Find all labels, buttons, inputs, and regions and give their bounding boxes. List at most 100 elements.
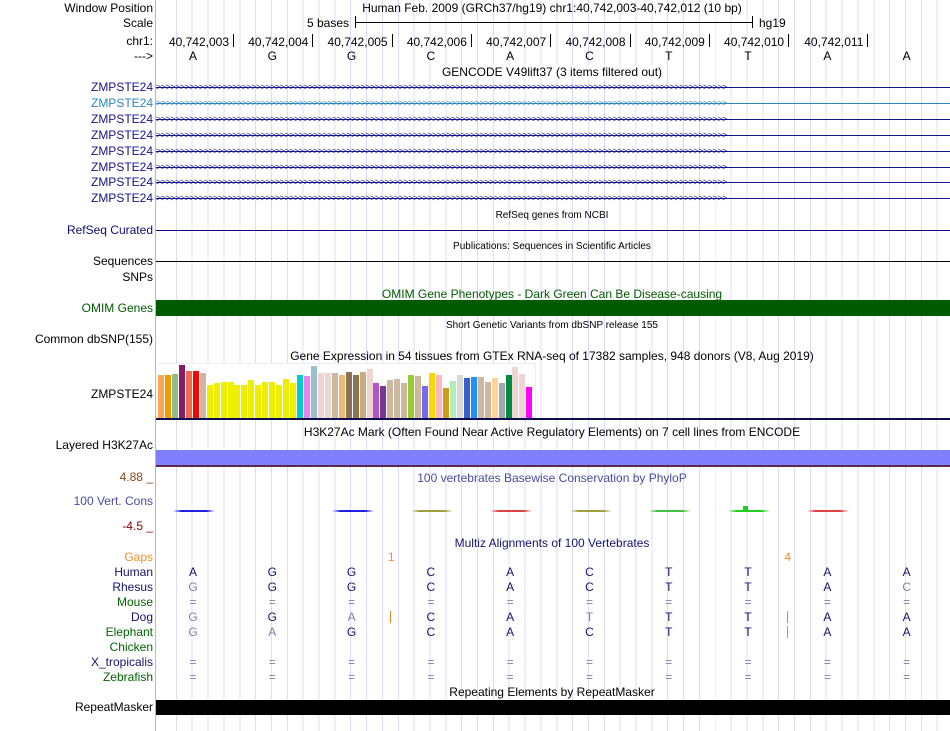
gtex-tissue-bar[interactable] — [220, 382, 227, 419]
h3k27ac-track-bar[interactable] — [156, 450, 950, 467]
aligned-base: A — [823, 565, 832, 579]
gtex-tissue-bar[interactable] — [199, 373, 206, 419]
scale-bar — [355, 16, 753, 28]
gtex-tissue-bar[interactable] — [317, 373, 324, 419]
gtex-tissue-bar[interactable] — [269, 382, 276, 419]
gtex-tissue-bar[interactable] — [498, 383, 505, 419]
aligned-base: C — [426, 625, 436, 639]
gene-track-line[interactable]: >>>>>>>>>>>>>>>>>>>>>>>>>>>>>>>>>>>>>>>>… — [156, 130, 950, 140]
gene-label[interactable]: ZMPSTE24 — [90, 80, 153, 94]
species-label[interactable]: Rhesus — [112, 580, 153, 594]
gtex-tissue-bar[interactable] — [442, 388, 449, 419]
species-label[interactable]: Mouse — [116, 595, 153, 609]
gtex-tissue-bar[interactable] — [415, 376, 422, 419]
gtex-tissue-bar[interactable] — [380, 386, 387, 419]
gtex-tissue-bar[interactable] — [338, 375, 345, 419]
gtex-tissue-bar[interactable] — [505, 375, 512, 419]
gtex-tissue-bar[interactable] — [303, 376, 310, 419]
gtex-tissue-bar[interactable] — [276, 385, 283, 419]
aligned-base: A — [506, 565, 515, 579]
omim-track-bar[interactable] — [156, 300, 950, 316]
gtex-tissue-bar[interactable] — [255, 385, 262, 419]
gtex-bar-chart[interactable] — [157, 363, 536, 419]
gtex-tissue-bar[interactable] — [158, 375, 164, 419]
gtex-tissue-bar[interactable] — [164, 375, 171, 419]
gtex-tissue-bar[interactable] — [352, 375, 359, 419]
gene-track-line[interactable]: >>>>>>>>>>>>>>>>>>>>>>>>>>>>>>>>>>>>>>>>… — [156, 98, 950, 108]
gtex-tissue-bar[interactable] — [526, 387, 533, 419]
repeatmasker-track-bar[interactable] — [156, 700, 950, 715]
species-label[interactable]: Human — [114, 565, 153, 579]
gene-track-line[interactable]: >>>>>>>>>>>>>>>>>>>>>>>>>>>>>>>>>>>>>>>>… — [156, 82, 950, 92]
gtex-tissue-bar[interactable] — [387, 380, 394, 419]
gtex-tissue-bar[interactable] — [324, 373, 331, 419]
gtex-tissue-bar[interactable] — [178, 365, 185, 419]
gene-label[interactable]: ZMPSTE24 — [90, 175, 153, 190]
gtex-tissue-bar[interactable] — [290, 383, 297, 419]
gene-track-line[interactable]: >>>>>>>>>>>>>>>>>>>>>>>>>>>>>>>>>>>>>>>>… — [156, 146, 950, 156]
phylop-label[interactable]: 100 Vert. Cons — [73, 494, 153, 508]
repeatmasker-label[interactable]: RepeatMasker — [74, 700, 153, 714]
refseq-track-line[interactable] — [156, 230, 950, 231]
publications-label[interactable]: Sequences — [92, 254, 153, 268]
gtex-tissue-bar[interactable] — [422, 386, 429, 419]
species-label[interactable]: Elephant — [105, 625, 153, 639]
gene-label[interactable]: ZMPSTE24 — [90, 159, 153, 174]
snps-label[interactable]: SNPs — [122, 270, 153, 284]
dbsnp-label[interactable]: Common dbSNP(155) — [34, 332, 153, 346]
publications-track-line[interactable] — [156, 261, 950, 262]
gtex-tissue-bar[interactable] — [185, 371, 192, 419]
omim-label[interactable]: OMIM Genes — [81, 301, 153, 315]
species-label[interactable]: Chicken — [109, 640, 153, 654]
gtex-tissue-bar[interactable] — [262, 382, 269, 419]
gene-label[interactable]: ZMPSTE24 — [90, 191, 153, 206]
gtex-tissue-bar[interactable] — [394, 379, 401, 419]
gtex-tissue-bar[interactable] — [192, 371, 199, 419]
gtex-tissue-bar[interactable] — [436, 375, 442, 419]
gene-label[interactable]: ZMPSTE24 — [90, 95, 153, 110]
gtex-tissue-bar[interactable] — [359, 372, 366, 419]
gtex-tissue-bar[interactable] — [297, 375, 303, 419]
gtex-tissue-bar[interactable] — [491, 378, 498, 419]
gene-label[interactable]: ZMPSTE24 — [90, 111, 153, 126]
gtex-tissue-bar[interactable] — [512, 367, 519, 419]
gtex-tissue-bar[interactable] — [519, 374, 526, 419]
gtex-tissue-bar[interactable] — [234, 385, 241, 419]
gtex-tissue-bar[interactable] — [331, 373, 338, 419]
gene-label[interactable]: ZMPSTE24 — [90, 127, 153, 142]
gtex-label[interactable]: ZMPSTE24 — [90, 387, 153, 401]
h3k27ac-label[interactable]: Layered H3K27Ac — [55, 438, 153, 452]
gtex-tissue-bar[interactable] — [449, 381, 456, 419]
gtex-tissue-bar[interactable] — [213, 383, 220, 419]
species-label[interactable]: Zebrafish — [102, 670, 153, 684]
gtex-tissue-bar[interactable] — [366, 369, 373, 419]
gtex-tissue-bar[interactable] — [171, 374, 178, 419]
gtex-tissue-bar[interactable] — [310, 366, 317, 419]
gtex-tissue-bar[interactable] — [345, 372, 352, 419]
gtex-tissue-bar[interactable] — [408, 375, 415, 419]
gtex-tissue-bar[interactable] — [248, 380, 255, 419]
gtex-tissue-bar[interactable] — [463, 378, 470, 419]
gtex-tissue-bar[interactable] — [283, 379, 290, 419]
gene-label[interactable]: ZMPSTE24 — [90, 143, 153, 158]
species-label[interactable]: X_tropicalis — [90, 655, 153, 669]
gtex-tissue-bar[interactable] — [241, 385, 248, 419]
gene-track-line[interactable]: >>>>>>>>>>>>>>>>>>>>>>>>>>>>>>>>>>>>>>>>… — [156, 114, 950, 124]
species-label[interactable]: Dog — [130, 610, 153, 624]
refseq-label[interactable]: RefSeq Curated — [66, 223, 153, 237]
gtex-tissue-bar[interactable] — [477, 377, 484, 419]
gtex-tissue-bar[interactable] — [227, 382, 234, 419]
gtex-tissue-bar[interactable] — [470, 377, 477, 419]
gtex-tissue-bar[interactable] — [484, 382, 491, 419]
gtex-tissue-bar[interactable] — [401, 383, 408, 419]
gtex-tissue-bar[interactable] — [206, 385, 213, 419]
gtex-tissue-bar[interactable] — [456, 375, 463, 419]
gene-track-line[interactable]: >>>>>>>>>>>>>>>>>>>>>>>>>>>>>>>>>>>>>>>>… — [156, 193, 950, 203]
position-tick — [629, 34, 631, 47]
gtex-tissue-bar[interactable] — [373, 383, 380, 419]
gene-track-line[interactable]: >>>>>>>>>>>>>>>>>>>>>>>>>>>>>>>>>>>>>>>>… — [156, 177, 950, 187]
aligned-base: T — [744, 565, 752, 579]
gene-track-line[interactable]: >>>>>>>>>>>>>>>>>>>>>>>>>>>>>>>>>>>>>>>>… — [156, 162, 950, 172]
gtex-tissue-bar[interactable] — [429, 373, 436, 419]
